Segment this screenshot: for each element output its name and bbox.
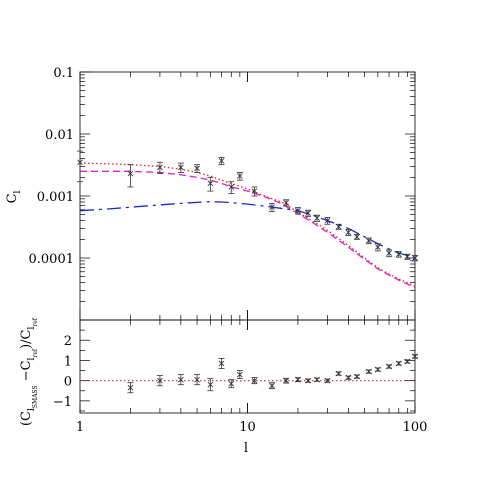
upper-data-point [335, 223, 342, 230]
upper-data-point [251, 188, 258, 194]
lower-y-tick-label: 0 [64, 375, 72, 390]
lower-y-axis-label-part: l [27, 326, 37, 329]
upper-data-point [127, 170, 134, 177]
upper-data-point [207, 180, 214, 187]
lower-y-axis-label: (ClSMASS −Clref)/Clref [19, 317, 39, 426]
upper-y-axis-label: Cl [5, 190, 23, 203]
upper-panel: 0.1 0.01 0.001 0.0001 [29, 66, 418, 321]
lower-data-point [237, 371, 243, 378]
lower-y-tick-label: 2 [64, 334, 72, 349]
upper-data-point [269, 204, 275, 211]
lower-data-point [335, 370, 342, 377]
upper-data-point [386, 250, 392, 256]
lower-data-point [365, 368, 372, 375]
upper-data-point [283, 199, 289, 206]
upper-data-point [295, 207, 301, 214]
lower-data-point [395, 360, 402, 367]
lower-data-point [178, 376, 184, 383]
lower-data-point [404, 358, 411, 365]
x-tick-label: 1 [76, 420, 84, 435]
lower-y-axis-label-part: (C [19, 411, 34, 426]
lower-y-axis-label-part: ref [32, 348, 39, 357]
x-axis-label: l [244, 441, 248, 456]
upper-data-point [404, 253, 411, 260]
upper-data-point [305, 210, 311, 216]
lower-y-axis-label-part: )/C [19, 329, 34, 348]
lower-data-point [412, 353, 418, 360]
lower-data-point [345, 374, 352, 381]
x-tick-label: 100 [403, 420, 428, 435]
lower-data-point [228, 380, 235, 387]
upper-y-tick-label: 0.1 [53, 66, 74, 81]
upper-frame [79, 71, 416, 321]
upper-data-point [157, 164, 163, 171]
lower-data-point [194, 376, 200, 383]
upper-data-point [228, 184, 235, 190]
curve-longdash [79, 201, 416, 260]
lower-y-axis-label-part: l [27, 357, 37, 360]
upper-y-tick-label: 0.001 [37, 190, 74, 205]
lower-data-point [305, 377, 311, 384]
upper-data-point [375, 244, 381, 250]
lower-data-point [127, 384, 134, 391]
lower-y-axis-label-part: SMASS [32, 385, 39, 408]
upper-data-point [218, 157, 225, 164]
upper-data-point [314, 215, 320, 221]
upper-data-point [237, 173, 243, 179]
lower-data-point [324, 377, 331, 384]
lower-data-point [157, 377, 163, 384]
lower-y-axis-label-part: −C [19, 360, 34, 385]
lower-data-point [251, 377, 258, 384]
upper-y-tick-label: 0.01 [45, 128, 74, 143]
upper-data-point [324, 217, 331, 224]
lower-y-tick-label: −1 [53, 395, 72, 410]
lower-data-point [354, 373, 360, 380]
upper-y-tick-label: 0.0001 [29, 252, 75, 267]
upper-data-point [345, 229, 352, 236]
lower-data-point [207, 381, 214, 388]
lower-data-point [269, 382, 275, 389]
upper-data-point [178, 164, 184, 171]
lower-y-axis-label-part: ref [32, 317, 39, 326]
x-tick-label: 10 [239, 420, 256, 435]
axis-labels: Cl (ClSMASS −Clref)/Clref l [5, 190, 248, 456]
lower-data-point [295, 376, 301, 383]
lower-y-tick-label: 1 [64, 354, 72, 369]
upper-data-point [77, 159, 83, 166]
upper-data-point [354, 233, 360, 240]
lower-data-point [375, 366, 381, 373]
upper-data-point [412, 255, 418, 261]
upper-data-point [194, 165, 200, 172]
lower-frame [79, 319, 416, 414]
lower-data-point [386, 363, 392, 370]
lower-y-axis-label-part: l [27, 408, 37, 411]
lower-data-point [283, 377, 289, 384]
lower-panel: 210−11 10 100 [53, 319, 428, 435]
upper-data-point [395, 251, 402, 258]
curve-dashed [80, 170, 416, 289]
lower-data-point [314, 376, 320, 383]
upper-data-point [365, 237, 372, 244]
lower-data-point [218, 360, 225, 367]
